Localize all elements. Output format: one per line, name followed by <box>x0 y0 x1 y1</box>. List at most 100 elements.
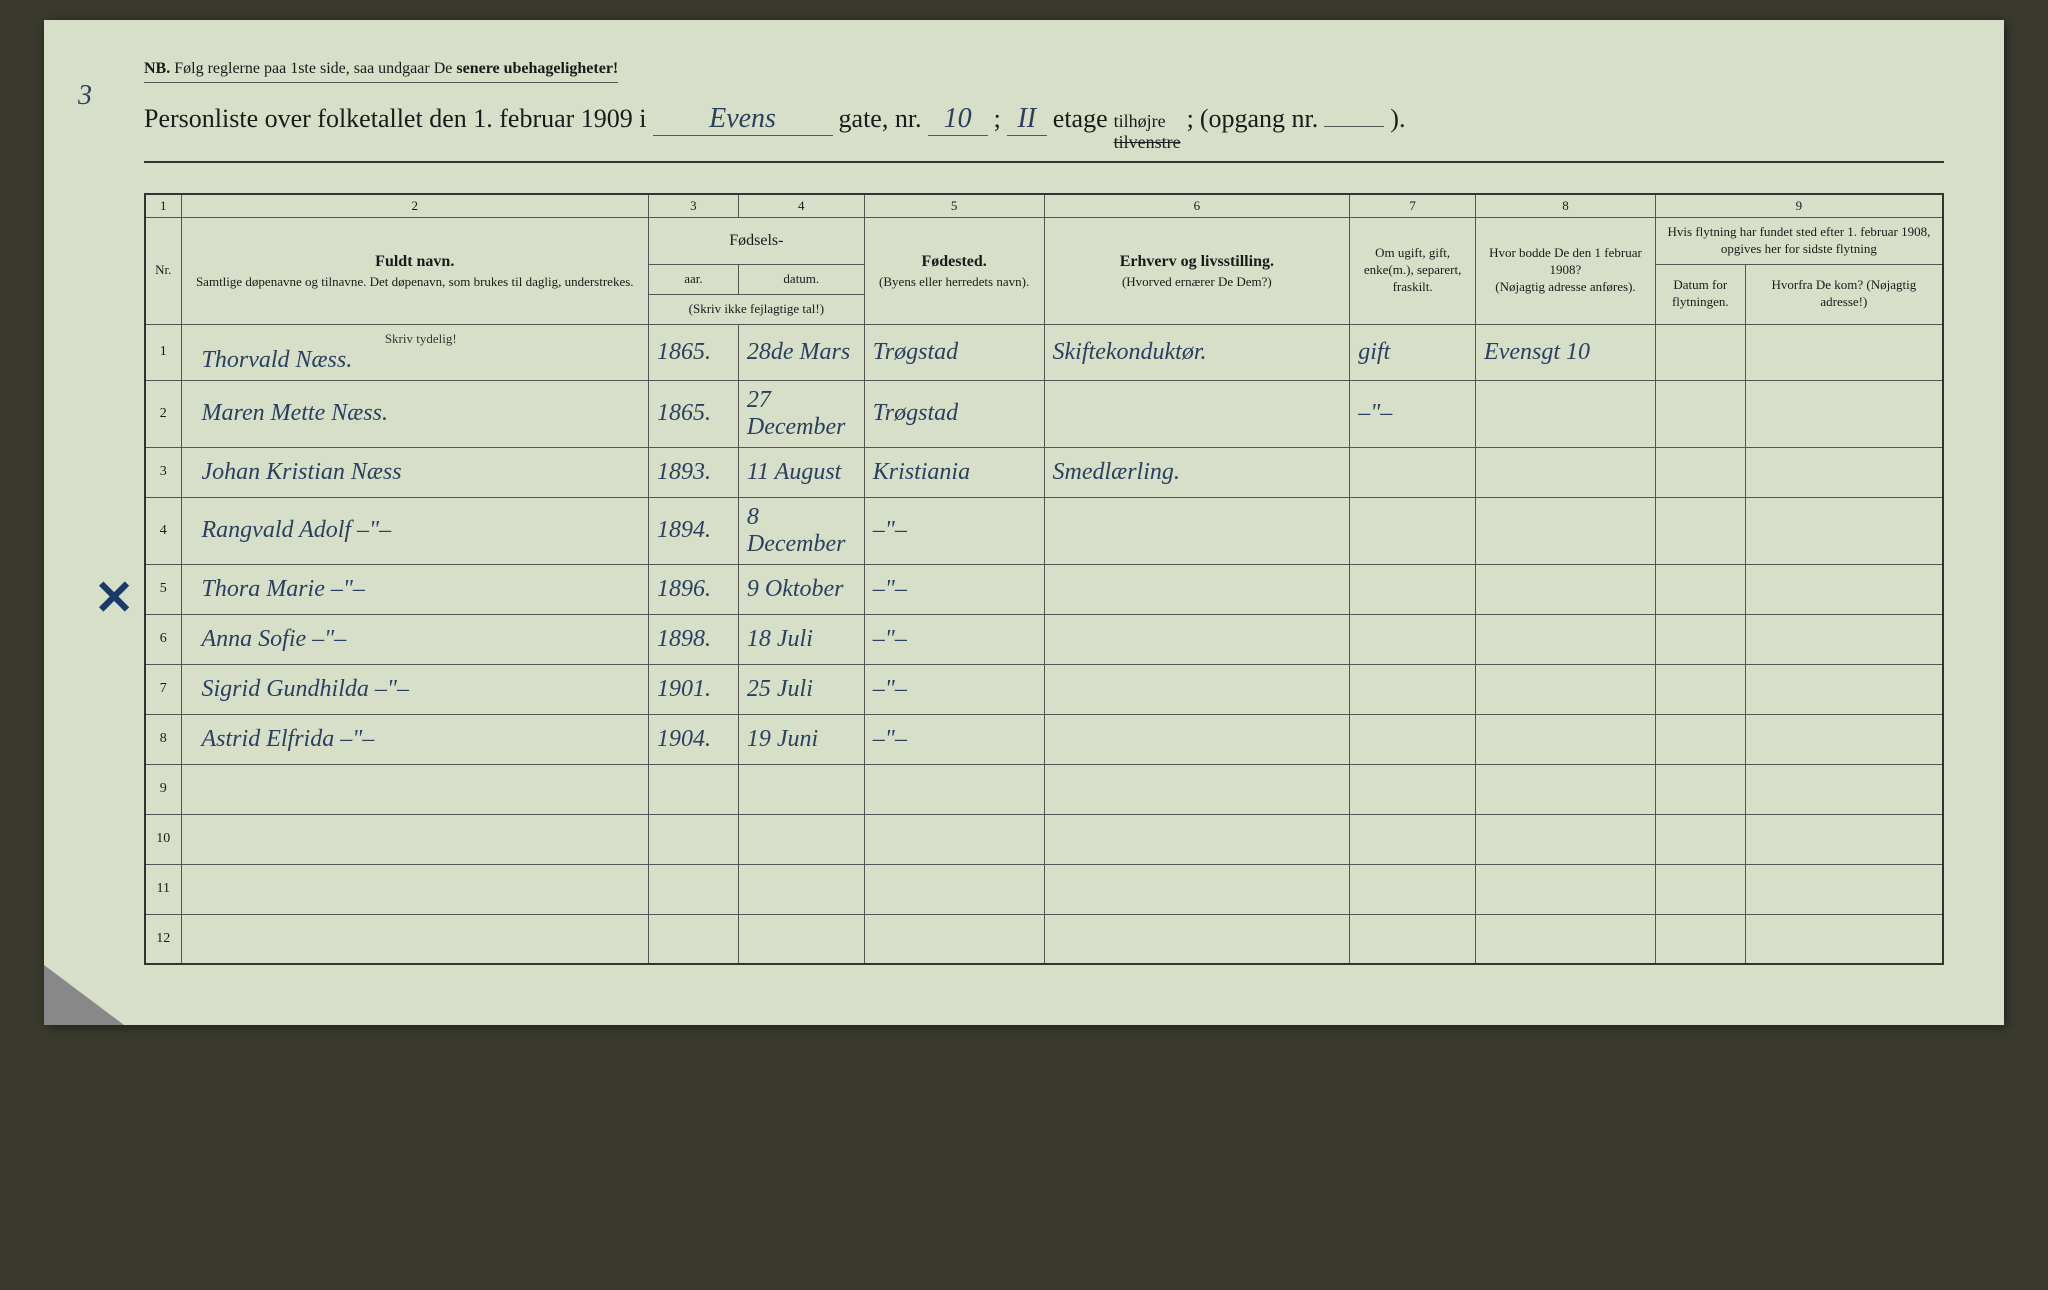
occupation-cell <box>1044 564 1350 614</box>
year-cell: 1904. <box>648 714 738 764</box>
header-hvorfra: Hvorfra De kom? (Nøjagtig adresse!) <box>1745 264 1943 324</box>
datum-cell: 11 August <box>738 447 864 497</box>
name-value: Thora Marie –"– <box>202 576 365 602</box>
datum-cell: 8 December <box>738 497 864 564</box>
name-value: Maren Mette Næss. <box>202 400 388 426</box>
move-date-cell <box>1655 864 1745 914</box>
col-num-2: 2 <box>181 194 648 218</box>
move-date-cell <box>1655 664 1745 714</box>
name-cell: Rangvald Adolf –"– <box>181 497 648 564</box>
status-cell <box>1350 497 1476 564</box>
name-cell: Skriv tydelig!Thorvald Næss. <box>181 324 648 380</box>
col-num-6: 6 <box>1044 194 1350 218</box>
title-line: Personliste over folketallet den 1. febr… <box>144 103 1944 163</box>
year-cell <box>648 764 738 814</box>
birthplace-cell: –"– <box>864 497 1044 564</box>
prev-address-cell <box>1476 614 1656 664</box>
status-cell: gift <box>1350 324 1476 380</box>
from-where-cell <box>1745 714 1943 764</box>
semicolon: ; <box>994 104 1001 134</box>
row-number: 1 <box>145 324 181 380</box>
move-date-cell <box>1655 497 1745 564</box>
from-where-cell <box>1745 914 1943 964</box>
header-name: Fuldt navn. Samtlige døpenavne og tilnav… <box>181 218 648 325</box>
erhverv-sub: (Hvorved ernærer De Dem?) <box>1053 274 1342 291</box>
occupation-cell <box>1044 497 1350 564</box>
table-row: 1Skriv tydelig!Thorvald Næss.1865.28de M… <box>145 324 1943 380</box>
header-fodsels: Fødsels- <box>648 218 864 265</box>
name-cell <box>181 914 648 964</box>
name-cell: Astrid Elfrida –"– <box>181 714 648 764</box>
occupation-cell <box>1044 814 1350 864</box>
header-ugift: Om ugift, gift, enke(m.), separert, fras… <box>1350 218 1476 325</box>
table-row: 7Sigrid Gundhilda –"–1901.25 Juli–"– <box>145 664 1943 714</box>
row-number: 8 <box>145 714 181 764</box>
datum-cell: 19 Juni <box>738 714 864 764</box>
fodested-sub: (Byens eller herredets navn). <box>873 274 1036 291</box>
year-cell <box>648 814 738 864</box>
nb-prefix: NB. <box>144 60 170 77</box>
from-where-cell <box>1745 864 1943 914</box>
prev-address-cell: Evensgt 10 <box>1476 324 1656 380</box>
row-number: 7 <box>145 664 181 714</box>
from-where-cell <box>1745 664 1943 714</box>
name-cell <box>181 814 648 864</box>
table-row: 4Rangvald Adolf –"–1894.8 December–"– <box>145 497 1943 564</box>
bodde-sub: (Nøjagtig adresse anføres). <box>1484 279 1647 296</box>
year-cell <box>648 914 738 964</box>
move-date-cell <box>1655 914 1745 964</box>
occupation-cell: Skiftekonduktør. <box>1044 324 1350 380</box>
row-number: 4 <box>145 497 181 564</box>
occupation-cell <box>1044 864 1350 914</box>
status-cell <box>1350 764 1476 814</box>
header-aar-note: (Skriv ikke fejlagtige tal!) <box>648 294 864 324</box>
datum-cell <box>738 864 864 914</box>
prev-address-cell <box>1476 714 1656 764</box>
from-where-cell <box>1745 564 1943 614</box>
birthplace-cell: Trøgstad <box>864 380 1044 447</box>
row-number: 9 <box>145 764 181 814</box>
col-num-4: 4 <box>738 194 864 218</box>
table-body: 1Skriv tydelig!Thorvald Næss.1865.28de M… <box>145 324 1943 964</box>
row-number: 2 <box>145 380 181 447</box>
table-row: 10 <box>145 814 1943 864</box>
row-number: 12 <box>145 914 181 964</box>
floor-number: II <box>1007 103 1047 136</box>
status-cell <box>1350 564 1476 614</box>
datum-cell: 27 December <box>738 380 864 447</box>
closing-paren: ). <box>1390 104 1405 134</box>
tilhojre: tilhøjre <box>1114 111 1166 131</box>
status-cell <box>1350 814 1476 864</box>
birthplace-cell: Trøgstad <box>864 324 1044 380</box>
name-value: Sigrid Gundhilda –"– <box>202 676 409 702</box>
name-cell: Maren Mette Næss. <box>181 380 648 447</box>
prev-address-cell <box>1476 380 1656 447</box>
header-datum: datum. <box>738 264 864 294</box>
from-where-cell <box>1745 324 1943 380</box>
move-date-cell <box>1655 764 1745 814</box>
year-cell <box>648 864 738 914</box>
folded-corner <box>44 965 124 1025</box>
header-fodested: Fødested. (Byens eller herredets navn). <box>864 218 1044 325</box>
birthplace-cell <box>864 764 1044 814</box>
datum-cell <box>738 764 864 814</box>
x-mark-annotation: ✕ <box>94 570 134 626</box>
col-num-3: 3 <box>648 194 738 218</box>
year-cell: 1896. <box>648 564 738 614</box>
move-date-cell <box>1655 324 1745 380</box>
birthplace-cell: –"– <box>864 714 1044 764</box>
header-flyt-datum: Datum for flytningen. <box>1655 264 1745 324</box>
datum-cell: 25 Juli <box>738 664 864 714</box>
fodested-title: Fødested. <box>873 251 1036 273</box>
from-where-cell <box>1745 447 1943 497</box>
from-where-cell <box>1745 380 1943 447</box>
move-date-cell <box>1655 814 1745 864</box>
move-date-cell <box>1655 380 1745 447</box>
occupation-cell <box>1044 764 1350 814</box>
col-num-1: 1 <box>145 194 181 218</box>
year-cell: 1893. <box>648 447 738 497</box>
birthplace-cell: –"– <box>864 564 1044 614</box>
name-title: Fuldt navn. <box>190 251 640 273</box>
year-cell: 1865. <box>648 324 738 380</box>
name-cell: Johan Kristian Næss <box>181 447 648 497</box>
